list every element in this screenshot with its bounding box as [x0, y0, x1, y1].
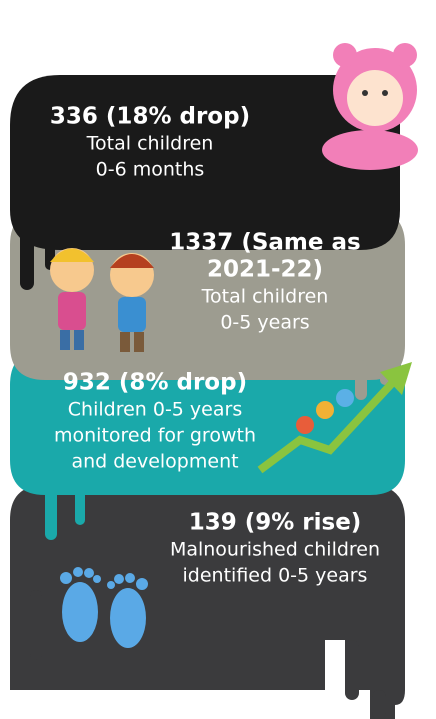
infographic: 336 (18% drop) Total children 0-6 months 13…: [0, 0, 436, 719]
card-headline: 336 (18% drop): [50, 104, 250, 130]
card-text: identified 0-5 years: [183, 565, 368, 587]
card-text: Malnourished children: [170, 539, 380, 561]
card-headline: 1337 (Same as: [169, 230, 360, 256]
baby-illustration: [322, 43, 418, 170]
card-text: 0-5 years: [220, 312, 309, 334]
card-headline: 139 (9% rise): [189, 510, 362, 536]
card-text: and development: [71, 451, 238, 473]
card-text: monitored for growth: [54, 425, 256, 447]
page: {"cards": [ {"headline": ["336 (18% drop…: [0, 0, 436, 719]
card-headline: 2021-22): [207, 257, 323, 283]
card-text: Children 0-5 years: [68, 399, 242, 421]
card-headline: 932 (8% drop): [63, 370, 247, 396]
card-text: Total children: [86, 133, 214, 155]
card-text: Total children: [201, 286, 329, 308]
card-text: 0-6 months: [96, 159, 205, 181]
